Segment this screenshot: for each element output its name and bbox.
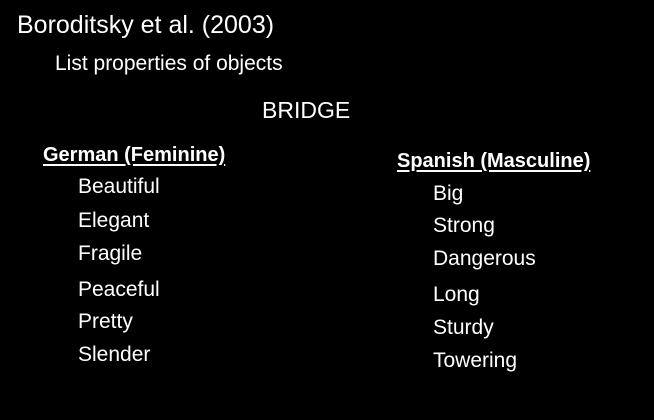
spanish-item: Big [433, 182, 464, 205]
german-item: Slender [78, 343, 151, 366]
object-word: BRIDGE [262, 97, 351, 123]
spanish-item: Towering [433, 349, 518, 372]
spanish-item: Sturdy [433, 316, 494, 339]
slide-subtitle: List properties of objects [55, 52, 283, 75]
german-heading: German (Feminine) [43, 144, 226, 166]
spanish-item: Dangerous [433, 247, 536, 270]
spanish-heading: Spanish (Masculine) [397, 150, 591, 172]
spanish-item: Strong [433, 214, 495, 237]
german-item: Peaceful [78, 278, 160, 301]
german-item: Fragile [78, 242, 143, 265]
german-item: Elegant [78, 209, 150, 232]
german-item: Pretty [78, 310, 133, 333]
slide-title: Boroditsky et al. (2003) [17, 11, 275, 39]
german-item: Beautiful [78, 175, 160, 198]
spanish-item: Long [433, 283, 480, 306]
